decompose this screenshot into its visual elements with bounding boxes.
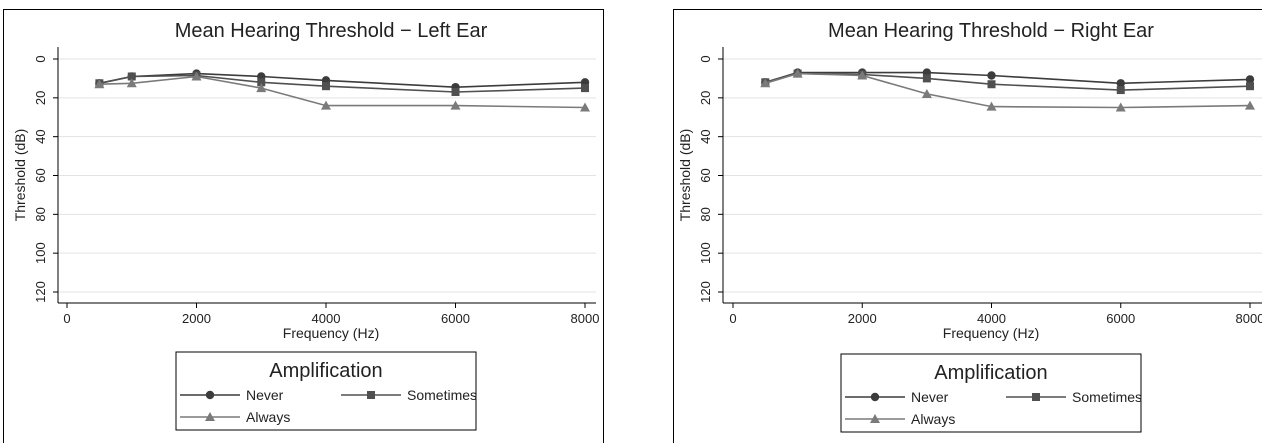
data-point [987, 71, 996, 80]
data-point [191, 71, 202, 81]
y-tick-label: 40 [33, 129, 48, 143]
x-tick-label: 8000 [1236, 311, 1262, 326]
data-point [257, 78, 266, 87]
legend-item-always: Always [180, 409, 290, 425]
data-point [857, 70, 868, 80]
x-tick-label: 6000 [441, 311, 470, 326]
legend-key-marker [1032, 393, 1040, 401]
legend-key-marker [870, 392, 880, 402]
x-tick-label: 2000 [848, 311, 877, 326]
y-tick-label: 60 [698, 168, 713, 182]
data-point [94, 79, 105, 89]
legend-item-always: Always [845, 411, 955, 427]
legend-label: Sometimes [1072, 389, 1142, 405]
y-tick-label: 100 [698, 242, 713, 264]
y-tick-label: 120 [33, 281, 48, 303]
data-point [322, 82, 330, 91]
legend-title: Amplification [934, 362, 1047, 384]
chart-svg: Mean Hearing Threshold − Left Ear 0 20 40 60… [3, 9, 604, 443]
data-point [256, 83, 267, 93]
legend-label: Never [246, 387, 284, 403]
x-tick-label: 6000 [1106, 311, 1135, 326]
legend-title: Amplification [269, 360, 382, 382]
data-point [127, 72, 136, 81]
chart-svg: Mean Hearing Threshold − Right Ear 0 20 40 6… [673, 9, 1262, 443]
y-tick-label: 20 [698, 91, 713, 105]
data-point [986, 101, 997, 111]
legend: Amplification Never Sometimes Always [840, 353, 1142, 433]
legend-label: Sometimes [407, 387, 477, 403]
y-tick-label: 20 [33, 91, 48, 105]
data-point [1115, 102, 1126, 112]
legend-key-marker [367, 391, 375, 399]
data-point [581, 84, 589, 93]
legend-item-never: Never [180, 387, 284, 403]
y-tick-label: 40 [698, 129, 713, 143]
y-tick-label: 100 [33, 242, 48, 264]
x-axis-label: Frequency (Hz) [283, 325, 379, 341]
legend-key-marker [205, 390, 215, 400]
x-tick-label: 0 [729, 311, 736, 326]
y-axis-label: Threshold (dB) [12, 129, 28, 222]
data-point [451, 88, 460, 97]
legend-key-marker [870, 414, 880, 423]
legend-label: Never [911, 389, 949, 405]
legend-item-sometimes: Sometimes [1006, 389, 1142, 405]
y-tick-label: 120 [698, 281, 713, 303]
legend-item-sometimes: Sometimes [341, 387, 477, 403]
x-axis-label: Frequency (Hz) [943, 325, 1039, 341]
data-point [1246, 82, 1254, 91]
series-always [760, 68, 1255, 112]
data-point [922, 74, 931, 83]
legend: Amplification Never Sometimes Always [175, 351, 477, 431]
data-point [792, 68, 803, 78]
series-always [94, 71, 590, 112]
data-point [1245, 100, 1255, 110]
data-point [450, 100, 461, 110]
y-tick-label: 0 [698, 55, 713, 62]
x-tick-label: 4000 [312, 311, 341, 326]
y-tick-label: 80 [33, 207, 48, 221]
legend-key-marker [205, 412, 215, 421]
x-tick-label: 0 [63, 311, 70, 326]
data-point [1116, 79, 1125, 88]
data-point [921, 88, 932, 98]
data-point [760, 78, 771, 88]
data-point [126, 78, 137, 88]
chart-title: Mean Hearing Threshold − Right Ear [828, 20, 1154, 42]
legend-label: Always [911, 411, 955, 427]
y-tick-label: 0 [33, 55, 48, 62]
data-point [580, 102, 590, 112]
y-tick-label: 60 [33, 168, 48, 182]
data-point [987, 80, 996, 89]
chart-panel-left-ear: Mean Hearing Threshold − Left Ear 0 20 40 60… [3, 9, 605, 443]
data-point [1245, 75, 1255, 84]
chart-panel-right-ear: Mean Hearing Threshold − Right Ear 0 20 40 6… [673, 9, 1262, 443]
x-tick-label: 4000 [977, 311, 1006, 326]
y-tick-label: 80 [698, 207, 713, 221]
x-tick-label: 2000 [182, 311, 211, 326]
data-point [321, 100, 331, 110]
x-tick-label: 8000 [571, 311, 600, 326]
legend-item-never: Never [845, 389, 949, 405]
y-axis-label: Threshold (dB) [677, 129, 693, 222]
data-point [1116, 86, 1125, 95]
legend-label: Always [246, 409, 290, 425]
chart-title: Mean Hearing Threshold − Left Ear [175, 20, 488, 42]
